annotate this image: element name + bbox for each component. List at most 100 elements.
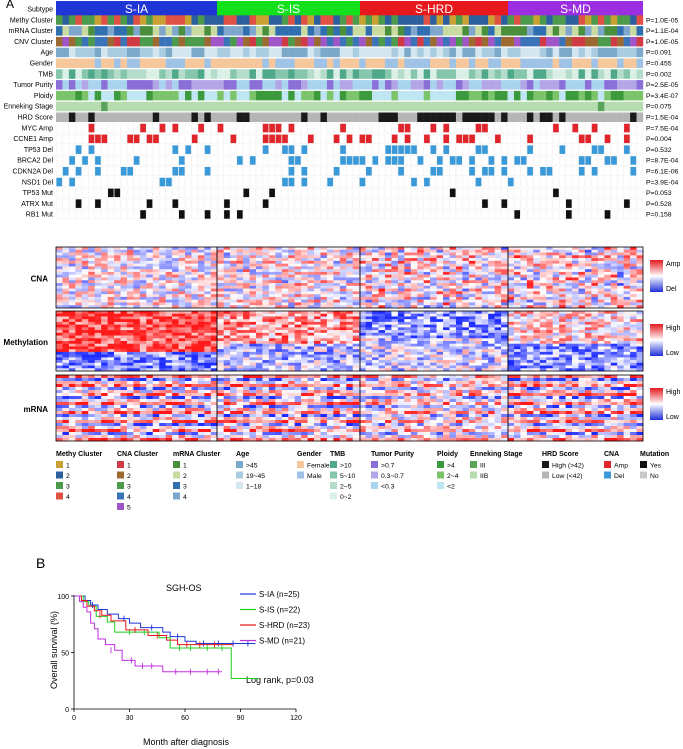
legend-swatch [236,471,243,479]
legend-swatch [173,471,180,479]
row-pvalue-hrd-score: P=1.5E-04 [646,115,679,122]
legend-swatch [56,482,63,489]
row-pvalue-ploidy: P=3.4E-07 [646,93,679,100]
row-label-atrx-mut: ATRX Mut [21,201,53,208]
row-label-tp53-del: TP53 Del [24,147,54,154]
row-label-enneking-stage: Enneking Stage [4,104,54,111]
legend-swatch [604,461,611,468]
row-label-tp53-mut: TP53 Mut [23,190,53,197]
row-label-cdkn2a-del: CDKN2A Del [13,169,54,176]
legend-swatch [173,461,180,468]
annotation-cells [56,15,644,220]
annotation-p-values: P=1.0E-05 P=1.1E-04 P=1.0E-05 P=0.091 P=0.45… [646,17,679,218]
legend-swatch [297,471,304,479]
subtype-label-s-hrd: S-HRD [415,2,453,16]
legend-swatch [542,461,549,468]
panel-b-label: B [36,555,45,571]
row-label-age: Age [41,50,54,57]
legend-item-label: >0.7 [381,463,395,470]
heatmap-label-mrna: mRNA [24,405,49,414]
row-pvalue-ccne1-amp: P=0.004 [646,136,672,143]
legend-item-label: 3 [127,484,131,491]
km-xtick-label: 30 [126,715,134,722]
legend-swatch [437,482,444,489]
row-label-ploidy: Ploidy [34,93,54,100]
row-label-tumor-purity: Tumor Purity [13,82,53,89]
row-label-ccne1-amp: CCNE1 Amp [13,136,53,143]
km-xtick-label: 90 [237,715,245,722]
legend-title-tumor-purity: Tumor Purity [371,451,414,458]
km-ytick-label: 100 [57,594,69,601]
legend-item-label: III [480,463,486,470]
legend-swatch [236,461,243,468]
legend-swatch [640,461,647,468]
colorbar-low-label: Low [666,414,680,421]
colorbar-low-label: Low [666,350,680,357]
legend-title-ploidy: Ploidy [437,451,458,458]
heatmap-label-cna: CNA [31,275,49,284]
legend-title-age: Age [236,451,249,458]
legend-item-label: >4 [447,463,455,470]
row-label-nsd1-del: NSD1 Del [22,179,54,186]
legend-title-methy-cluster: Methy Cluster [56,451,103,458]
km-curve-s-ia [74,595,256,644]
legend-title-enneking-stage: Enneking Stage [470,451,523,458]
row-pvalue-tp53-mut: P=0.053 [646,190,672,197]
legend-item-label: 19~45 [246,473,265,480]
row-pvalue-atrx-mut: P=0.528 [646,201,672,208]
row-pvalue-nsd1-del: P=3.9E-04 [646,179,679,186]
legend-swatch [56,492,63,500]
legend-item-label: 0~2 [340,494,352,501]
legend-item-label: No [650,473,659,480]
km-legend-label: S-MD (n=21) [259,637,305,646]
heatmap-frame-mrna [55,374,644,442]
legend-swatch [117,503,124,510]
legend-item-label: 4 [183,494,187,501]
legend-item-label: 1 [66,463,70,470]
colorbar-low-label: Del [666,286,677,293]
legend-title-gender: Gender [297,451,322,458]
legend-swatch [330,492,337,500]
legend-swatch [117,492,124,500]
km-xtick-label: 120 [290,715,302,722]
legend-swatch [330,461,337,468]
row-pvalue-age: P=0.091 [646,50,672,57]
row-label-mrna-cluster: mRNA Cluster [9,28,54,35]
legend-swatch [604,471,611,479]
subtype-label-s-ia: S-IA [125,2,148,16]
row-pvalue-tmb: P=0.002 [646,71,672,78]
legend-swatch [330,482,337,489]
legend-title-tmb: TMB [330,451,345,458]
legend-title-mrna-cluster: mRNA Cluster [173,451,220,458]
legend-item-label: 1 [183,463,187,470]
legend-item-label: 2 [183,473,187,480]
legend-item-label: <0.3 [381,484,395,491]
row-pvalue-tp53-del: P=0.532 [646,147,672,154]
legend-item-label: 2~5 [340,484,352,491]
subtype-block-s-is [217,1,360,16]
legend-title-cna-cluster: CNA Cluster [117,451,158,458]
heatmap-label-methylation: Methylation [4,338,49,347]
legend-swatch [173,492,180,500]
legend-swatch [371,471,378,479]
km-title: SGH-OS [166,583,202,593]
legend-swatch [371,482,378,489]
km-legend-label: S-IA (n=25) [259,590,300,599]
row-pvalue-cnv-cluster: P=1.0E-05 [646,39,679,46]
row-label-cnv-cluster: CNV Cluster [14,39,54,46]
legend-swatch [297,461,304,468]
heatmaps: CNA Amp Del Methylation High Low mRNA High Low [4,246,681,442]
legend-title-mutation: Mutation [640,451,669,458]
legend-item-label: 4 [127,494,131,501]
subtype-block-s-ia [56,1,217,16]
colorbar-high-label: High [666,389,681,396]
km-plot: SGH-OS Log rank, p=0.03 Month after diag… [49,583,314,747]
subtype-block-s-hrd [360,1,508,16]
km-curve-s-md [74,595,222,673]
legend-swatch [56,461,63,468]
legend-item-label: >45 [246,463,258,470]
panel-a-label: A [6,0,14,11]
legend-swatch [117,461,124,468]
legend-title-hrd-score: HRD Score [542,451,579,458]
